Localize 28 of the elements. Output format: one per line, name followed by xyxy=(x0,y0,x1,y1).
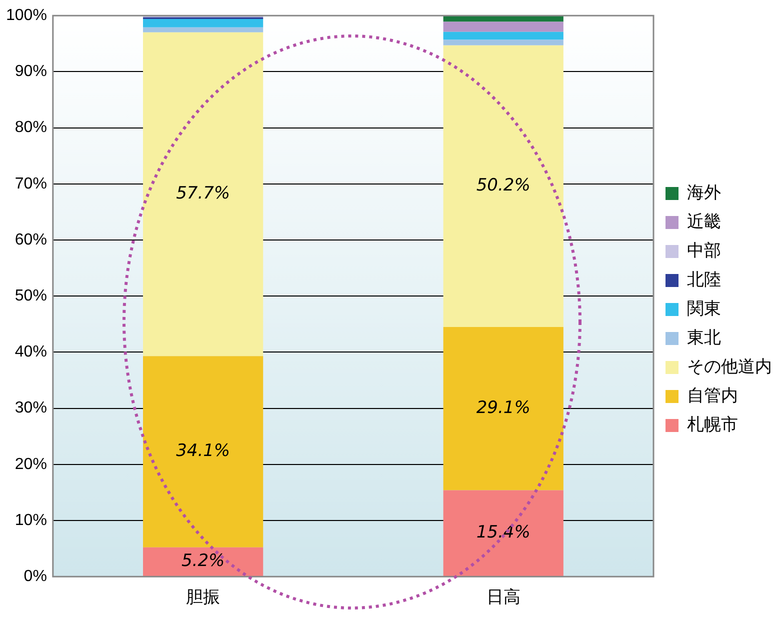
data-label: 57.7% xyxy=(176,184,230,204)
y-tick-label: 60% xyxy=(14,231,47,248)
y-tick-label: 40% xyxy=(14,344,47,361)
data-label: 5.2% xyxy=(181,551,225,572)
legend-label: 海外 xyxy=(687,182,721,203)
legend-label: 北陸 xyxy=(687,270,721,290)
x-tick-label: 日高 xyxy=(486,587,520,606)
legend-label: 中部 xyxy=(687,240,721,261)
data-label: 34.1% xyxy=(176,441,230,462)
legend-label: 東北 xyxy=(687,328,721,348)
legend-label: 近畿 xyxy=(687,212,721,232)
legend-label: 関東 xyxy=(687,298,721,319)
legend-label: 札幌市 xyxy=(687,414,738,435)
legend-label: その他道内 xyxy=(687,356,772,377)
y-tick-label: 10% xyxy=(14,512,47,529)
y-tick-label: 80% xyxy=(14,119,47,136)
data-label: 29.1% xyxy=(476,398,530,418)
y-tick-label: 30% xyxy=(14,400,47,417)
y-tick-label: 100% xyxy=(6,7,47,24)
data-label: 50.2% xyxy=(476,176,530,196)
x-tick-label: 胆振 xyxy=(186,587,220,606)
y-tick-label: 0% xyxy=(24,568,47,586)
y-tick-label: 70% xyxy=(14,175,47,192)
y-tick-label: 90% xyxy=(14,63,47,80)
data-label: 15.4% xyxy=(476,522,530,543)
y-tick-label: 50% xyxy=(14,288,47,305)
y-tick-label: 20% xyxy=(14,456,47,473)
legend-label: 自管内 xyxy=(687,386,738,406)
